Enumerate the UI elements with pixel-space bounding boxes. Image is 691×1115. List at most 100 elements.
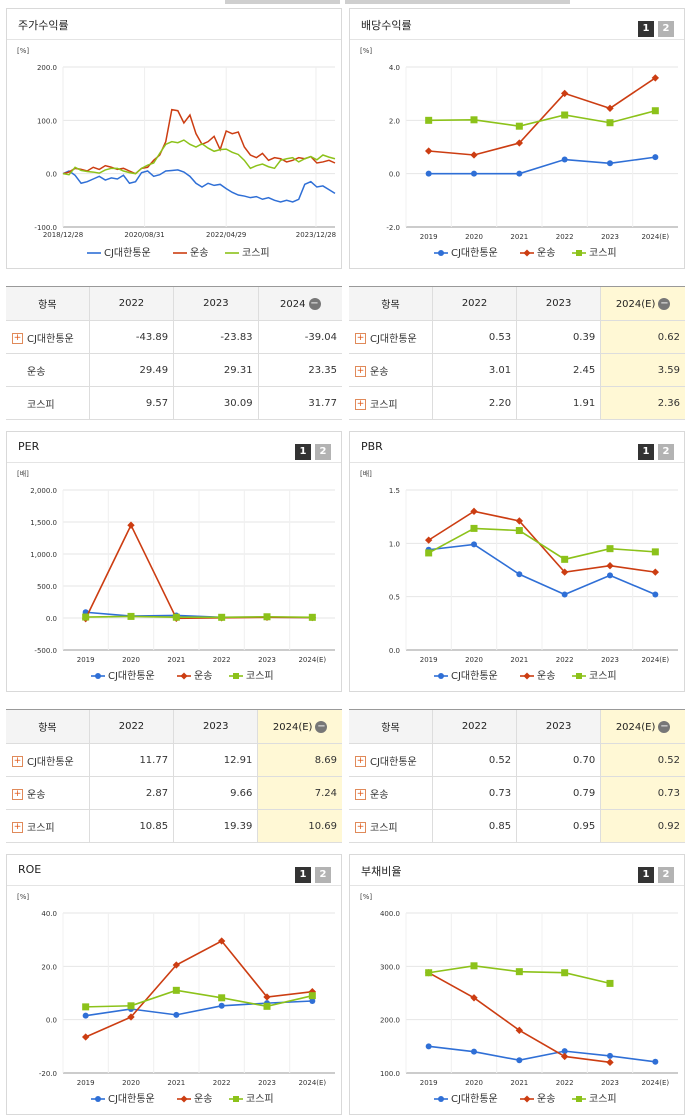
- page-1-button[interactable]: 1: [638, 21, 654, 37]
- expand-icon[interactable]: +: [12, 822, 23, 833]
- value-cell: 12.91: [173, 743, 258, 777]
- series-point: [606, 545, 614, 553]
- series-line: [428, 1045, 656, 1063]
- table-header: 항목: [6, 286, 90, 321]
- expand-icon[interactable]: +: [355, 822, 366, 833]
- table-row: + CJ대한통운 11.77 12.91 8.69: [6, 743, 342, 777]
- collapse-icon[interactable]: −: [315, 720, 328, 733]
- row-name-cell: + CJ대한통운: [6, 743, 90, 777]
- expand-icon[interactable]: +: [355, 333, 366, 344]
- page-2-button[interactable]: 2: [658, 867, 674, 883]
- x-tick-label: 2023: [258, 656, 276, 664]
- y-tick-label: 40.0: [41, 910, 57, 918]
- series-line: [428, 510, 656, 573]
- series-point: [308, 992, 316, 1000]
- y-tick-label: -500.0: [34, 647, 57, 655]
- page-2-button[interactable]: 2: [658, 444, 674, 460]
- x-tick-label: 2019: [77, 656, 95, 664]
- series-point: [82, 1012, 89, 1019]
- y-tick-label: 100.0: [37, 117, 57, 125]
- series-point: [606, 1058, 614, 1067]
- y-tick-label: -100.0: [34, 224, 57, 232]
- row-name: 코스피: [27, 399, 55, 411]
- row-name-cell: + CJ대한통운: [349, 743, 433, 777]
- y-tick-label: 2.0: [389, 117, 400, 125]
- series-line: [428, 543, 656, 596]
- series-point: [425, 170, 432, 177]
- series-point: [561, 969, 569, 977]
- legend-marker: [180, 1095, 188, 1103]
- x-tick-label: 2021: [510, 656, 528, 664]
- series-point: [81, 1033, 90, 1041]
- page-2-button[interactable]: 2: [658, 21, 674, 37]
- legend-label: 운송: [194, 1093, 212, 1105]
- header-label: 2024: [280, 298, 306, 310]
- header-label: 2024(E): [272, 721, 313, 733]
- header-label: 항목: [38, 723, 57, 734]
- expand-icon[interactable]: +: [355, 789, 366, 800]
- row-name: 코스피: [370, 399, 398, 411]
- y-tick-label: 0.0: [46, 171, 57, 179]
- table-row: + 운송 3.01 2.45 3.59: [349, 353, 685, 387]
- chart-svg: [배] 2,000.0 1,500.0 1,000.0 500.0 0.0 -500.0 20…: [17, 469, 335, 682]
- y-tick-label: 100.0: [380, 1070, 400, 1078]
- header-label: 항목: [381, 300, 400, 311]
- y-unit-label: [배]: [17, 469, 29, 478]
- page-1-button[interactable]: 1: [295, 444, 311, 460]
- value-cell: 3.59: [600, 353, 685, 387]
- row-name-cell: + 운송: [6, 776, 90, 810]
- y-tick-label: 0.0: [46, 615, 57, 623]
- y-tick-label: 20.0: [41, 963, 57, 971]
- x-tick-label: 2022: [213, 1079, 231, 1087]
- value-cell: 0.73: [431, 776, 517, 810]
- table-row: + CJ대한통운 -43.89 -23.83 -39.04: [6, 320, 342, 354]
- legend-label: CJ대한통운: [451, 247, 498, 259]
- x-tick-label: 2021: [510, 233, 528, 241]
- expand-icon[interactable]: +: [355, 756, 366, 767]
- expand-icon[interactable]: +: [12, 756, 23, 767]
- table-header: 2022: [431, 709, 517, 744]
- series-point: [263, 613, 271, 621]
- x-tick-label: 2018/12/28: [43, 231, 83, 239]
- legend: CJ대한통운 운송 코스피: [434, 670, 617, 682]
- chart-title: 부채비율: [361, 865, 402, 878]
- collapse-icon[interactable]: −: [658, 720, 671, 733]
- series-line: [62, 169, 336, 203]
- x-tick-label: 2020: [465, 1079, 483, 1087]
- page-1-button[interactable]: 1: [638, 867, 654, 883]
- collapse-icon[interactable]: −: [308, 297, 321, 310]
- y-tick-label: 2,000.0: [30, 487, 57, 495]
- value-cell: 7.24: [257, 776, 342, 810]
- x-tick-label: 2023: [258, 1079, 276, 1087]
- expand-icon[interactable]: +: [12, 333, 23, 344]
- collapse-icon[interactable]: −: [658, 297, 671, 310]
- page-2-button[interactable]: 2: [315, 444, 331, 460]
- value-cell: 9.57: [88, 386, 174, 420]
- page-1-button[interactable]: 1: [295, 867, 311, 883]
- expand-icon[interactable]: +: [355, 399, 366, 410]
- series-point: [516, 571, 523, 578]
- legend-label: 운송: [537, 247, 555, 259]
- y-tick-label: 1,000.0: [30, 551, 57, 559]
- series-line: [62, 108, 336, 175]
- legend-label: 운송: [537, 1093, 555, 1105]
- expand-icon[interactable]: +: [355, 366, 366, 377]
- page-1-button[interactable]: 1: [638, 444, 654, 460]
- page-2-button[interactable]: 2: [315, 867, 331, 883]
- value-cell: 11.77: [88, 743, 174, 777]
- value-cell: 0.92: [600, 809, 685, 843]
- top-tab-strip-2: [345, 0, 570, 4]
- t4-table: 항목 2022 2023 2024(E) − + CJ대한통운 0.52 0.70 0.52 + 운송…: [349, 709, 685, 843]
- series-point: [127, 1002, 135, 1010]
- expand-icon[interactable]: +: [12, 789, 23, 800]
- y-tick-label: -20.0: [39, 1070, 57, 1078]
- header-label: 2022: [118, 298, 145, 309]
- c4-panel: PBR 1 2 [배] 1.5 1.0 0.5 0.0 2019 2020 2021 2022 2023…: [349, 431, 685, 692]
- chart-title: PBR: [361, 440, 383, 453]
- x-tick-label: 2024(E): [298, 656, 326, 664]
- series-point: [425, 116, 433, 124]
- y-unit-label: [배]: [360, 469, 372, 478]
- y-unit-label: [%]: [17, 893, 29, 901]
